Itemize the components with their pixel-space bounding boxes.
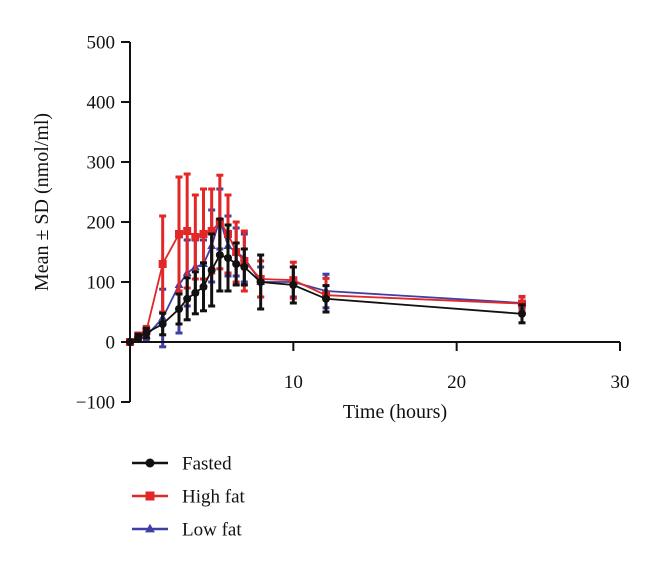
y-tick-label: −100 bbox=[76, 393, 115, 414]
series-layer bbox=[125, 172, 527, 349]
data-point bbox=[207, 227, 216, 235]
data-point bbox=[175, 230, 183, 238]
data-point bbox=[224, 254, 232, 262]
legend-label: Low fat bbox=[182, 520, 242, 541]
y-tick-label: 100 bbox=[87, 273, 116, 294]
y-tick-label: 400 bbox=[87, 93, 116, 114]
data-point bbox=[183, 227, 192, 235]
x-tick-label: 20 bbox=[447, 372, 466, 393]
data-point bbox=[256, 278, 265, 286]
data-point bbox=[134, 333, 143, 342]
y-tick-label: 500 bbox=[87, 33, 116, 54]
legend-label: High fat bbox=[182, 487, 246, 508]
legend: Fasted High fat Low fat bbox=[132, 454, 246, 541]
data-point bbox=[183, 294, 192, 303]
y-tick-label: 0 bbox=[106, 333, 116, 354]
data-point bbox=[191, 233, 200, 241]
data-point bbox=[322, 294, 330, 303]
data-point bbox=[518, 309, 526, 318]
legend-label: Fasted bbox=[182, 454, 232, 475]
data-point bbox=[289, 281, 298, 289]
x-axis-label: Time (hours) bbox=[343, 401, 447, 423]
data-point bbox=[191, 288, 200, 297]
x-tick-label: 30 bbox=[611, 372, 630, 393]
data-point bbox=[232, 260, 241, 268]
x-tick-label: 10 bbox=[284, 372, 303, 393]
legend-marker bbox=[145, 458, 155, 468]
data-point bbox=[215, 251, 224, 259]
y-tick-label: 300 bbox=[87, 153, 116, 174]
data-point bbox=[142, 329, 151, 337]
data-point bbox=[199, 282, 208, 291]
y-axis-label: Mean ± SD (nmol/ml) bbox=[31, 113, 53, 291]
axes-layer: −100 0 100 200 300 400 500 10 20 30 bbox=[76, 33, 630, 414]
data-point bbox=[240, 263, 249, 271]
data-point bbox=[207, 266, 216, 274]
y-tick-label: 200 bbox=[87, 213, 116, 234]
legend-marker bbox=[145, 491, 155, 501]
data-point bbox=[158, 260, 167, 268]
legend-marker bbox=[145, 523, 155, 533]
data-point bbox=[199, 230, 208, 238]
legend-item-high-fat: High fat bbox=[132, 487, 246, 508]
data-point bbox=[175, 305, 183, 313]
data-point bbox=[158, 320, 167, 328]
legend-item-low-fat: Low fat bbox=[132, 520, 242, 541]
legend-item-fasted: Fasted bbox=[132, 454, 232, 475]
series-fasted bbox=[126, 217, 526, 346]
